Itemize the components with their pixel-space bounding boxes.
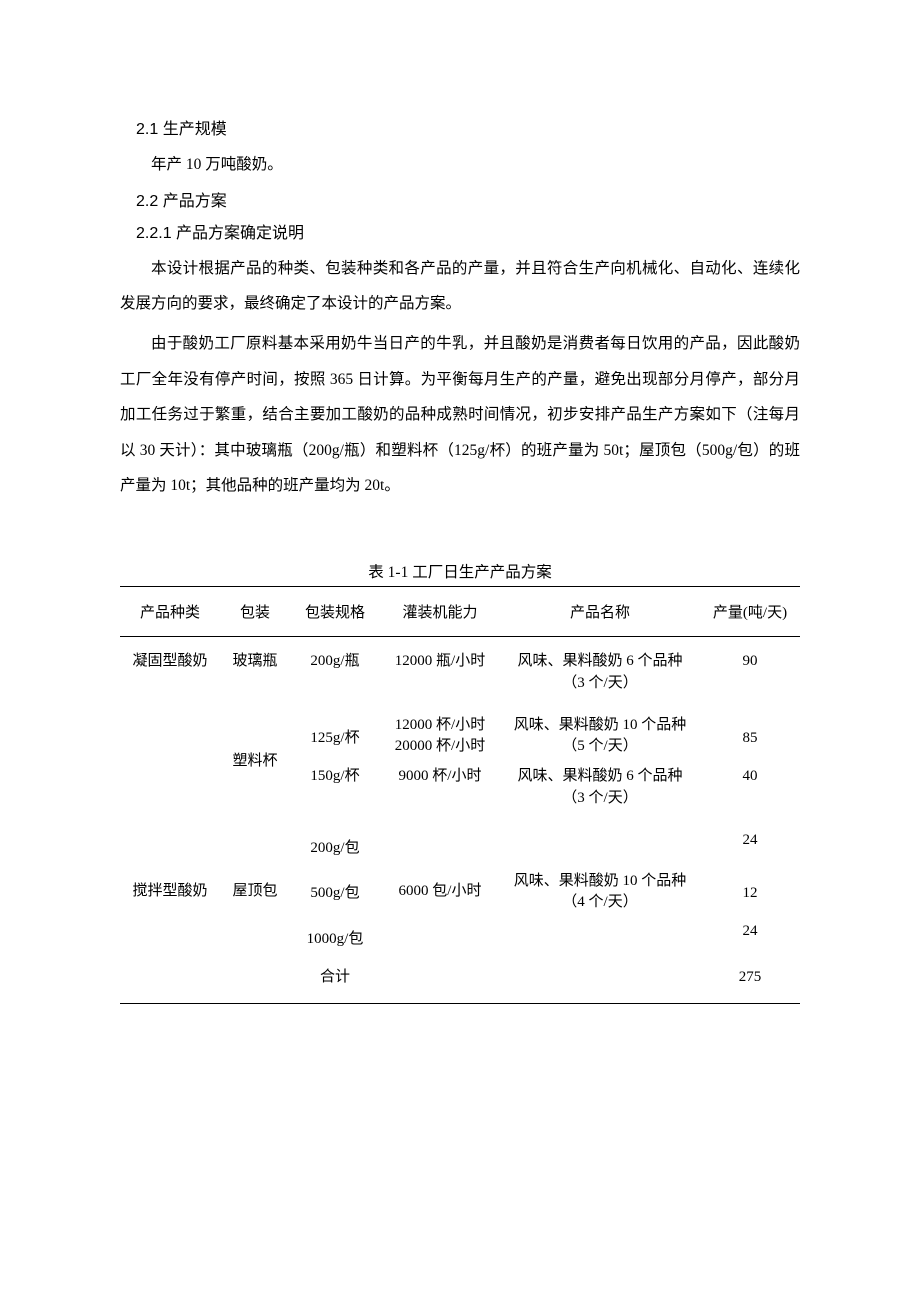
table-row: 塑料杯 125g/杯 12000 杯/小时 20000 杯/小时 风味、果料酸奶… <box>120 711 800 763</box>
paragraph-3: 由于酸奶工厂原料基本采用奶牛当日产的牛乳，并且酸奶是消费者每日饮用的产品，因此酸… <box>120 326 800 504</box>
cell-output: 12 <box>700 871 800 917</box>
spacer-row <box>120 699 800 711</box>
cell-type: 凝固型酸奶 <box>120 645 220 699</box>
cell-name: 风味、果料酸奶 6 个品种 （3 个/天） <box>500 645 700 699</box>
cell-name-line1: 风味、果料酸奶 10 个品种 <box>514 717 687 733</box>
cell-capacity: 9000 杯/小时 <box>380 762 500 814</box>
cell-capacity: 6000 包/小时 <box>380 826 500 959</box>
cell-cap-line2: 20000 杯/小时 <box>395 738 485 754</box>
th-output: 产量(吨/天) <box>700 587 800 637</box>
paragraph-1: 年产 10 万吨酸奶。 <box>120 147 800 183</box>
heading-2-2-1: 2.2.1 产品方案确定说明 <box>120 219 800 243</box>
cell-total-label: 合计 <box>290 959 380 1003</box>
cell-output: 40 <box>700 762 800 814</box>
cell-output: 24 <box>700 826 800 872</box>
table-header-row: 产品种类 包装 包装规格 灌装机能力 产品名称 产量(吨/天) <box>120 587 800 637</box>
cell-name-line1: 风味、果料酸奶 6 个品种 <box>517 653 682 669</box>
cell-name-line2: （3 个/天） <box>562 675 637 691</box>
cell-name-line2: （5 个/天） <box>562 738 637 754</box>
paragraph-2: 本设计根据产品的种类、包装种类和各产品的产量，并且符合生产向机械化、自动化、连续… <box>120 251 800 322</box>
th-capacity: 灌装机能力 <box>380 587 500 637</box>
cell-pack: 玻璃瓶 <box>220 645 290 699</box>
th-name: 产品名称 <box>500 587 700 637</box>
spacer-row <box>120 814 800 826</box>
cell-name: 风味、果料酸奶 10 个品种 （5 个/天） <box>500 711 700 763</box>
table-row: 凝固型酸奶 玻璃瓶 200g/瓶 12000 瓶/小时 风味、果料酸奶 6 个品… <box>120 645 800 699</box>
cell-type: 搅拌型酸奶 <box>120 826 220 959</box>
table-row: 搅拌型酸奶 屋顶包 200g/包 6000 包/小时 风味、果料酸奶 10 个品… <box>120 826 800 872</box>
cell-name: 风味、果料酸奶 6 个品种 （3 个/天） <box>500 762 700 814</box>
cell-pack: 塑料杯 <box>220 711 290 814</box>
cell-output: 85 <box>700 711 800 763</box>
th-spec: 包装规格 <box>290 587 380 637</box>
cell-capacity: 12000 瓶/小时 <box>380 645 500 699</box>
cell-output: 24 <box>700 917 800 959</box>
cell-spec: 500g/包 <box>290 871 380 917</box>
cell-spec: 200g/瓶 <box>290 645 380 699</box>
production-table: 产品种类 包装 包装规格 灌装机能力 产品名称 产量(吨/天) 凝固型酸奶 玻璃… <box>120 586 800 1004</box>
cell-output: 90 <box>700 645 800 699</box>
cell-spec: 125g/杯 <box>290 711 380 763</box>
heading-2-1: 2.1 生产规模 <box>120 115 800 139</box>
cell-cap-line1: 12000 杯/小时 <box>395 717 485 733</box>
cell-pack: 屋顶包 <box>220 826 290 959</box>
cell-name-line1: 风味、果料酸奶 6 个品种 <box>517 768 682 784</box>
cell-name-line1: 风味、果料酸奶 10 个品种 <box>514 873 687 889</box>
cell-total-value: 275 <box>700 959 800 1003</box>
cell-spec: 150g/杯 <box>290 762 380 814</box>
table-row-total: 合计 275 <box>120 959 800 1003</box>
spacer-row <box>120 637 800 646</box>
cell-name-line2: （3 个/天） <box>562 790 637 806</box>
th-pack: 包装 <box>220 587 290 637</box>
table-caption: 表 1-1 工厂日生产产品方案 <box>120 560 800 582</box>
cell-name-line2: （4 个/天） <box>562 894 637 910</box>
heading-2-2: 2.2 产品方案 <box>120 187 800 211</box>
cell-capacity: 12000 杯/小时 20000 杯/小时 <box>380 711 500 763</box>
cell-spec: 1000g/包 <box>290 917 380 959</box>
cell-name: 风味、果料酸奶 10 个品种 （4 个/天） <box>500 826 700 959</box>
cell-spec: 200g/包 <box>290 826 380 872</box>
th-type: 产品种类 <box>120 587 220 637</box>
